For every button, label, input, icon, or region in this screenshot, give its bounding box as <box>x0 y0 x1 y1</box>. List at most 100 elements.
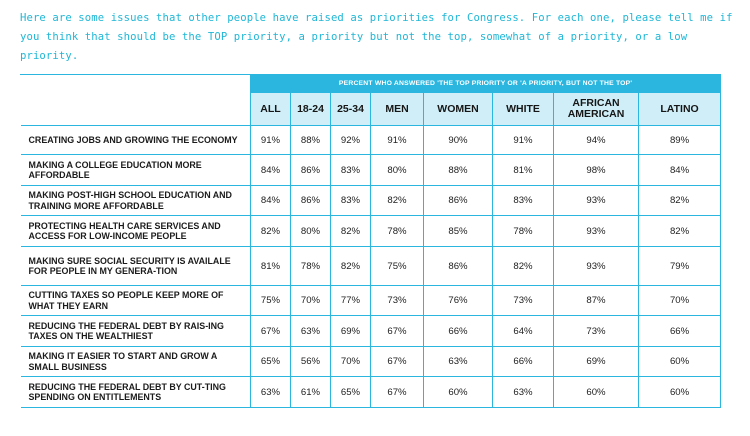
value-cell: 98% <box>553 154 639 186</box>
value-cell: 70% <box>330 346 371 377</box>
value-cell: 67% <box>370 315 424 347</box>
value-cell: 81% <box>492 154 554 186</box>
value-cell: 86% <box>423 246 493 286</box>
value-cell: 60% <box>637 346 722 377</box>
value-cell: 85% <box>423 215 493 247</box>
intro-question: Here are some issues that other people h… <box>20 12 733 62</box>
row-label: REDUCING THE FEDERAL DEBT BY CUT-TING SP… <box>20 376 251 408</box>
value-cell: 83% <box>330 154 371 186</box>
table-row: MAKING SURE SOCIAL SECURITY IS AVAILALE … <box>20 246 722 286</box>
value-cell: 82% <box>370 185 424 216</box>
value-cell: 88% <box>290 125 331 155</box>
value-cell: 82% <box>637 215 722 247</box>
value-cell: 70% <box>290 285 331 316</box>
value-cell: 75% <box>250 285 291 316</box>
value-cell: 82% <box>492 246 554 286</box>
value-cell: 73% <box>492 285 554 316</box>
value-cell: 78% <box>290 246 331 286</box>
col-header-african-american: AFRICAN AMERICAN <box>553 92 639 126</box>
value-cell: 73% <box>370 285 424 316</box>
col-header-all: ALL <box>250 92 291 126</box>
value-cell: 66% <box>423 315 493 347</box>
value-cell: 64% <box>492 315 554 347</box>
value-cell: 86% <box>290 185 331 216</box>
row-label: PROTECTING HEALTH CARE SERVICES AND ACCE… <box>20 215 251 247</box>
value-cell: 82% <box>250 215 291 247</box>
value-cell: 60% <box>423 376 493 408</box>
value-cell: 75% <box>370 246 424 286</box>
value-cell: 88% <box>423 154 493 186</box>
value-cell: 92% <box>330 125 371 155</box>
value-cell: 77% <box>330 285 371 316</box>
value-cell: 65% <box>330 376 371 408</box>
col-header-latino: LATINO <box>637 92 722 126</box>
value-cell: 86% <box>290 154 331 186</box>
value-cell: 61% <box>290 376 331 408</box>
value-cell: 65% <box>250 346 291 377</box>
value-cell: 91% <box>370 125 424 155</box>
value-cell: 89% <box>637 125 722 155</box>
value-cell: 94% <box>553 125 639 155</box>
value-cell: 66% <box>492 346 554 377</box>
value-cell: 67% <box>370 376 424 408</box>
value-cell: 86% <box>423 185 493 216</box>
value-cell: 63% <box>250 376 291 408</box>
row-label: MAKING A COLLEGE EDUCATION MORE AFFORDAB… <box>20 154 251 186</box>
banner-spacer <box>20 74 251 93</box>
value-cell: 70% <box>637 285 722 316</box>
value-cell: 66% <box>637 315 722 347</box>
row-label: MAKING SURE SOCIAL SECURITY IS AVAILALE … <box>20 246 251 286</box>
table-row: MAKING A COLLEGE EDUCATION MORE AFFORDAB… <box>20 154 722 186</box>
value-cell: 69% <box>330 315 371 347</box>
table-row: CUTTING TAXES SO PEOPLE KEEP MORE OF WHA… <box>20 285 722 316</box>
row-label: CUTTING TAXES SO PEOPLE KEEP MORE OF WHA… <box>20 285 251 316</box>
value-cell: 67% <box>370 346 424 377</box>
value-cell: 91% <box>492 125 554 155</box>
value-cell: 84% <box>250 154 291 186</box>
table-row: REDUCING THE FEDERAL DEBT BY CUT-TING SP… <box>20 376 722 408</box>
value-cell: 80% <box>370 154 424 186</box>
value-cell: 69% <box>553 346 639 377</box>
value-cell: 93% <box>553 246 639 286</box>
value-cell: 76% <box>423 285 493 316</box>
value-cell: 63% <box>423 346 493 377</box>
value-cell: 84% <box>637 154 722 186</box>
value-cell: 84% <box>250 185 291 216</box>
value-cell: 80% <box>290 215 331 247</box>
table-row: MAKING IT EASIER TO START AND GROW A SMA… <box>20 346 722 377</box>
value-cell: 63% <box>492 376 554 408</box>
table-row: PROTECTING HEALTH CARE SERVICES AND ACCE… <box>20 215 722 247</box>
value-cell: 60% <box>553 376 639 408</box>
value-cell: 83% <box>492 185 554 216</box>
row-label: CREATING JOBS AND GROWING THE ECONOMY <box>20 125 251 155</box>
value-cell: 87% <box>553 285 639 316</box>
table-row: CREATING JOBS AND GROWING THE ECONOMY 91… <box>20 125 722 155</box>
col-header-white: WHITE <box>492 92 554 126</box>
value-cell: 91% <box>250 125 291 155</box>
value-cell: 60% <box>637 376 722 408</box>
value-cell: 56% <box>290 346 331 377</box>
value-cell: 93% <box>553 215 639 247</box>
table-row: REDUCING THE FEDERAL DEBT BY RAIS-ING TA… <box>20 315 722 347</box>
row-label: MAKING IT EASIER TO START AND GROW A SMA… <box>20 346 251 377</box>
value-cell: 83% <box>330 185 371 216</box>
col-header-25-34: 25-34 <box>330 92 371 126</box>
col-header-men: MEN <box>370 92 424 126</box>
value-cell: 81% <box>250 246 291 286</box>
value-cell: 67% <box>250 315 291 347</box>
value-cell: 82% <box>330 246 371 286</box>
col-header-18-24: 18-24 <box>290 92 331 126</box>
value-cell: 63% <box>290 315 331 347</box>
value-cell: 82% <box>330 215 371 247</box>
value-cell: 78% <box>370 215 424 247</box>
priorities-table: PERCENT WHO ANSWERED 'THE TOP PRIORITY O… <box>20 74 722 408</box>
header-spacer <box>20 92 251 126</box>
value-cell: 90% <box>423 125 493 155</box>
col-header-women: WOMEN <box>423 92 493 126</box>
value-cell: 82% <box>637 185 722 216</box>
table-banner: PERCENT WHO ANSWERED 'THE TOP PRIORITY O… <box>249 74 722 93</box>
value-cell: 79% <box>637 246 722 286</box>
value-cell: 73% <box>553 315 639 347</box>
row-label: MAKING POST-HIGH SCHOOL EDUCATION AND TR… <box>20 185 251 216</box>
table-row: MAKING POST-HIGH SCHOOL EDUCATION AND TR… <box>20 185 722 216</box>
